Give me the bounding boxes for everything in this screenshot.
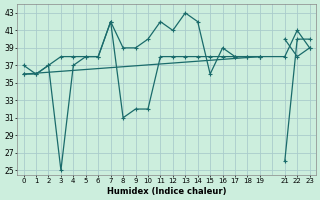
X-axis label: Humidex (Indice chaleur): Humidex (Indice chaleur): [107, 187, 226, 196]
